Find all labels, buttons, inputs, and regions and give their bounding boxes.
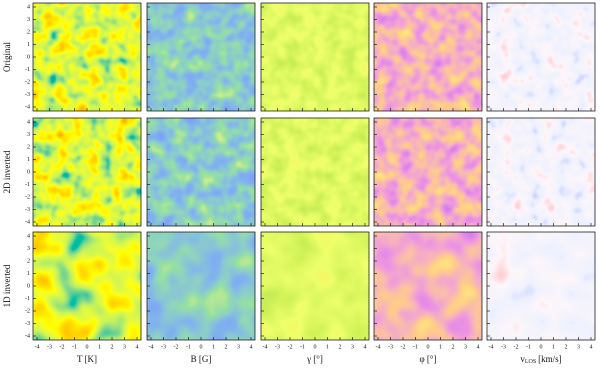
x-tick-label: 3 — [464, 344, 467, 350]
x-tick-label: 3 — [351, 344, 354, 350]
y-tick-label: 3 — [27, 246, 30, 252]
x-tick-label: -1 — [300, 344, 305, 350]
y-tick-label: -1 — [25, 182, 30, 188]
x-tick-label: -4 — [263, 344, 268, 350]
y-tick-label: 0 — [27, 169, 30, 175]
y-tick-label: 2 — [27, 144, 30, 150]
x-tick-label: -1 — [72, 344, 77, 350]
x-tick-label: 2 — [339, 344, 342, 350]
x-tick-label: 3 — [237, 344, 240, 350]
x-tick-label: -4 — [149, 344, 154, 350]
x-tick-label: -2 — [401, 344, 406, 350]
map-image — [147, 3, 255, 111]
row-label: 2D inverted — [2, 150, 12, 193]
map-image — [33, 3, 141, 111]
y-tick-label: 4 — [27, 119, 30, 125]
column-label: T [K] — [77, 354, 97, 364]
x-tick-label: -2 — [288, 344, 293, 350]
map-image — [33, 118, 141, 226]
map-image — [487, 232, 595, 340]
x-tick-label: 1 — [552, 344, 555, 350]
x-tick-label: 0 — [427, 344, 430, 350]
map-image — [374, 118, 482, 226]
y-tick-label: -2 — [25, 308, 30, 314]
x-tick-label: 1 — [212, 344, 215, 350]
map-image — [147, 118, 255, 226]
column-label: γ [°] — [306, 354, 323, 364]
x-tick-label: 1 — [98, 344, 101, 350]
y-tick-label: -1 — [25, 67, 30, 73]
x-tick-label: -2 — [174, 344, 179, 350]
column-label: φ [°] — [419, 354, 436, 364]
column-label-main: v — [520, 354, 525, 364]
x-tick-label: 4 — [364, 344, 367, 350]
x-tick-label: 2 — [565, 344, 568, 350]
x-tick-label: -4 — [35, 344, 40, 350]
map-image — [374, 232, 482, 340]
map-image — [261, 118, 369, 226]
x-tick-label: 2 — [111, 344, 114, 350]
map-image — [487, 118, 595, 226]
y-tick-label: -4 — [25, 219, 30, 225]
x-tick-label: -3 — [47, 344, 52, 350]
y-tick-label: 4 — [27, 233, 30, 239]
y-tick-label: 1 — [27, 271, 30, 277]
x-tick-label: 3 — [577, 344, 580, 350]
y-tick-label: 1 — [27, 42, 30, 48]
column-label-sub: LOS — [525, 359, 536, 365]
y-tick-label: -2 — [25, 79, 30, 85]
column-label: vLOS [km/s] — [520, 354, 561, 365]
x-tick-label: 4 — [136, 344, 139, 350]
x-tick-label: 2 — [225, 344, 228, 350]
y-tick-label: -3 — [25, 207, 30, 213]
y-tick-label: 4 — [27, 4, 30, 10]
x-tick-label: 4 — [590, 344, 593, 350]
y-tick-label: -1 — [25, 296, 30, 302]
y-tick-label: 2 — [27, 258, 30, 264]
y-tick-label: 3 — [27, 17, 30, 23]
column-label: B [G] — [191, 354, 212, 364]
x-tick-label: -2 — [514, 344, 519, 350]
y-tick-label: -3 — [25, 92, 30, 98]
y-tick-label: -4 — [25, 333, 30, 339]
x-tick-label: -1 — [526, 344, 531, 350]
x-tick-label: 1 — [326, 344, 329, 350]
x-tick-label: 0 — [540, 344, 543, 350]
x-tick-label: -4 — [489, 344, 494, 350]
y-tick-label: -2 — [25, 194, 30, 200]
row-label: 1D inverted — [2, 264, 12, 307]
y-tick-label: -3 — [25, 321, 30, 327]
y-tick-label: 2 — [27, 29, 30, 35]
x-tick-label: 4 — [477, 344, 480, 350]
x-tick-label: -2 — [60, 344, 65, 350]
map-image — [147, 232, 255, 340]
x-tick-label: -3 — [161, 344, 166, 350]
x-tick-label: 3 — [123, 344, 126, 350]
column-label-unit: [km/s] — [538, 354, 562, 364]
y-tick-label: -4 — [25, 104, 30, 110]
map-image — [487, 3, 595, 111]
x-tick-label: -1 — [413, 344, 418, 350]
map-image — [33, 232, 141, 340]
x-tick-label: 0 — [314, 344, 317, 350]
x-tick-label: 2 — [452, 344, 455, 350]
y-tick-label: 0 — [27, 54, 30, 60]
x-tick-label: 0 — [200, 344, 203, 350]
x-tick-label: -3 — [501, 344, 506, 350]
y-tick-label: 1 — [27, 157, 30, 163]
x-tick-label: -3 — [275, 344, 280, 350]
row-label: Original — [2, 42, 12, 72]
x-tick-label: 1 — [439, 344, 442, 350]
x-tick-label: -4 — [376, 344, 381, 350]
map-image — [261, 3, 369, 111]
x-tick-label: 4 — [250, 344, 253, 350]
y-tick-label: 0 — [27, 283, 30, 289]
map-image — [261, 232, 369, 340]
x-tick-label: -1 — [186, 344, 191, 350]
x-tick-label: 0 — [86, 344, 89, 350]
y-tick-label: 3 — [27, 132, 30, 138]
x-tick-label: -3 — [388, 344, 393, 350]
map-image — [374, 3, 482, 111]
